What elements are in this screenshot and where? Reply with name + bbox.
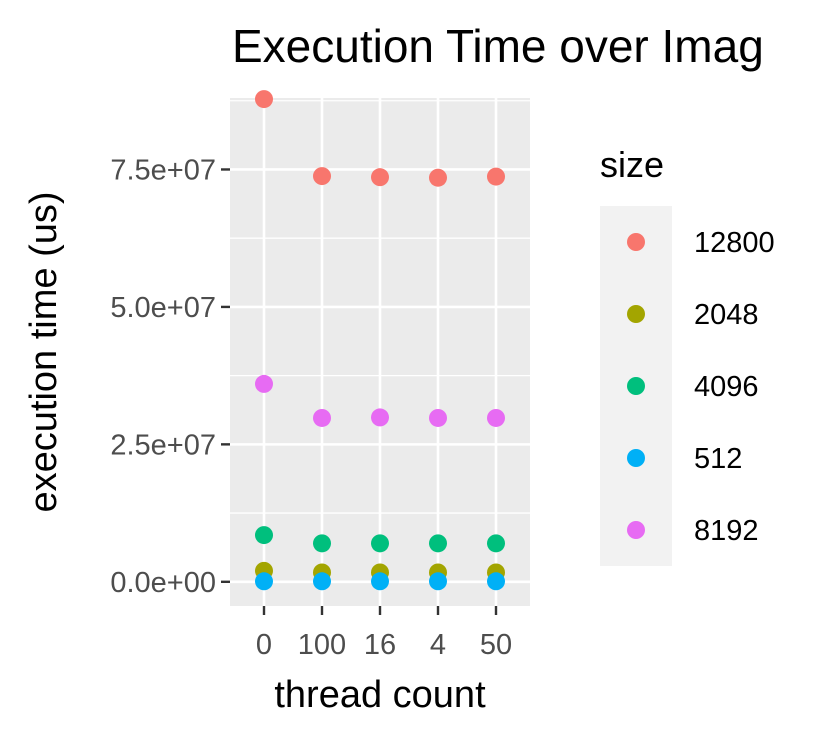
data-point [255, 374, 273, 393]
data-points [255, 90, 505, 591]
data-point [313, 408, 331, 427]
x-tick-label: 0 [256, 629, 272, 661]
y-tick-label: 7.5e+07 [110, 154, 216, 186]
y-tick-label: 0.0e+00 [110, 567, 216, 599]
data-point [429, 534, 447, 553]
data-point [429, 168, 447, 187]
data-point [255, 90, 273, 109]
y-tick-label: 5.0e+07 [110, 292, 216, 324]
x-tick-label: 100 [298, 629, 346, 661]
y-tick-label: 2.5e+07 [110, 429, 216, 461]
data-point [371, 572, 389, 591]
data-point [429, 408, 447, 427]
data-point [313, 167, 331, 186]
legend-label: 2048 [694, 299, 759, 331]
chart-title: Execution Time over Imag [232, 20, 764, 72]
legend-key [627, 449, 645, 467]
axes: 0.0e+00 2.5e+07 5.0e+07 7.5e+07 0 100 16 4 50 [110, 154, 512, 661]
legend-key [627, 377, 645, 395]
x-tick-label: 50 [480, 629, 512, 661]
data-point [429, 572, 447, 591]
legend-key [627, 521, 645, 539]
data-point [255, 572, 273, 591]
legend-label: 12800 [694, 227, 775, 259]
legend-key [627, 305, 645, 323]
x-tick-label: 4 [430, 629, 446, 661]
data-point [487, 572, 505, 591]
data-point [371, 408, 389, 427]
data-point [487, 167, 505, 186]
legend-label: 4096 [694, 371, 759, 403]
data-point [371, 534, 389, 553]
legend-title: size [600, 144, 664, 185]
data-point [313, 534, 331, 553]
data-point [487, 408, 505, 427]
y-axis-label: execution time (us) [23, 191, 65, 512]
legend: 12800 2048 4096 512 8192 [627, 227, 775, 547]
legend-key [627, 233, 645, 251]
x-tick-label: 16 [364, 629, 396, 661]
data-point [255, 526, 273, 545]
data-point [313, 572, 331, 591]
data-point [371, 168, 389, 187]
legend-label: 512 [694, 443, 742, 475]
legend-label: 8192 [694, 515, 759, 547]
data-point [487, 534, 505, 553]
x-axis-label: thread count [274, 674, 486, 716]
